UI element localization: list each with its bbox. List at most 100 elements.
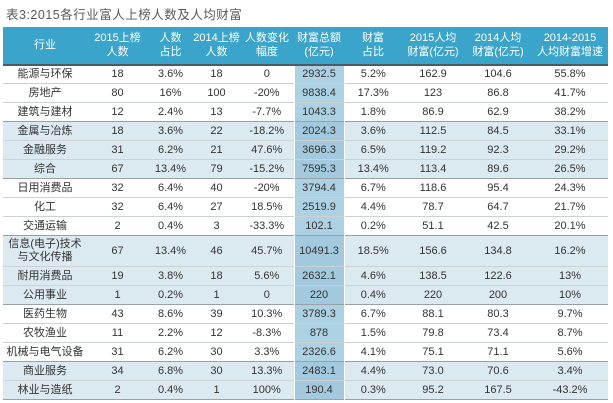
value-cell: 123 bbox=[423, 86, 443, 99]
value-cell: 71.1 bbox=[487, 345, 509, 358]
industry-cell: 交通运输 bbox=[23, 219, 67, 232]
value-cell: 92.3 bbox=[464, 140, 532, 160]
value-cell: 13.4% bbox=[344, 159, 402, 179]
value-cell: 2519.9 bbox=[293, 197, 345, 217]
value-cell: 119.2 bbox=[402, 140, 464, 160]
value-cell: 84.5 bbox=[464, 121, 532, 141]
value-cell: 64.7 bbox=[487, 200, 509, 213]
value-cell: 2024.3 bbox=[293, 121, 345, 141]
industry-cell: 日用消费品 bbox=[17, 181, 73, 194]
value-cell: 13.4% bbox=[148, 159, 193, 179]
value-cell: 62.9 bbox=[487, 105, 509, 118]
value-cell: 0.4% bbox=[148, 380, 193, 400]
value-cell: 67 bbox=[87, 159, 148, 179]
value-cell: 47.6% bbox=[240, 140, 294, 160]
table-row: 医药生物 43 8.6% 39 10.3% 3789.3 6.7% 88.1 80.3 9.7% bbox=[3, 304, 608, 324]
value-cell: 3.6% bbox=[148, 121, 193, 141]
value-cell: 30 bbox=[193, 361, 240, 381]
table-row: 机械与电气设备 31 6.2% 30 3.3% 2326.6 4.1% 75.1 71.1 5.6… bbox=[3, 342, 608, 362]
value-cell: 19 bbox=[87, 266, 148, 286]
value-cell: 31 bbox=[87, 140, 148, 160]
value-cell: 6.4% bbox=[157, 200, 184, 213]
value-cell: 80 bbox=[111, 86, 124, 99]
column-header: 2015上榜 人数 bbox=[87, 27, 148, 65]
value-cell: 2632.1 bbox=[293, 266, 345, 286]
value-cell: 4.4% bbox=[344, 361, 402, 381]
value-cell: 16.2% bbox=[532, 235, 608, 267]
value-cell: 32 bbox=[111, 200, 124, 213]
value-cell: 21 bbox=[193, 140, 240, 160]
value-cell: 162.9 bbox=[419, 67, 447, 80]
value-cell: 2.4% bbox=[157, 105, 184, 118]
value-cell: 18.5% bbox=[251, 200, 283, 213]
table-row: 金属与冶炼 18 3.6% 22 -18.2% 2024.3 3.6% 112.5 84.5 33… bbox=[3, 121, 608, 141]
value-cell: 18 bbox=[210, 67, 223, 80]
value-cell: 21.7% bbox=[554, 200, 586, 213]
value-cell: 10% bbox=[532, 285, 608, 305]
table-body: 能源与环保 18 3.6% 18 0 2932.5 5.2% 162.9 104.6 55.8% 房… bbox=[3, 64, 608, 400]
value-cell: 10.3% bbox=[251, 307, 283, 320]
table-row: 林业与造纸 2 0.4% 1 100% 190.4 0.3% 95.2 167.5 -43.2% bbox=[3, 380, 608, 400]
value-cell: 3789.3 bbox=[293, 304, 345, 324]
value-cell: 118.6 bbox=[419, 181, 447, 194]
column-header: 财富 占比 bbox=[344, 27, 402, 65]
table-row: 房地产 80 16% 100 -20% 9838.4 17.3% 123 86.8 41.7% bbox=[3, 83, 608, 103]
value-cell: 18 bbox=[193, 266, 240, 286]
column-header: 2015人均 财富(亿元) bbox=[402, 27, 464, 65]
table-row: 信息(电子)技术与文化传播 67 13.4% 46 45.7% 10491.3 18.5% 1… bbox=[3, 235, 608, 267]
value-cell: 1 bbox=[193, 380, 240, 400]
value-cell: 3.6% bbox=[344, 121, 402, 141]
value-cell: 9.7% bbox=[557, 307, 583, 320]
value-cell: 0.3% bbox=[344, 380, 402, 400]
value-cell: 220 bbox=[293, 285, 345, 305]
value-cell: 13 bbox=[210, 105, 223, 118]
value-cell: 33.1% bbox=[532, 121, 608, 141]
industry-cell: 公用事业 bbox=[3, 285, 87, 305]
value-cell: 4.6% bbox=[344, 266, 402, 286]
value-cell: 13.4% bbox=[148, 235, 193, 267]
value-cell: 190.4 bbox=[293, 380, 345, 400]
value-cell: 3.6% bbox=[157, 67, 184, 80]
industry-cell: 机械与电气设备 bbox=[6, 345, 84, 358]
value-cell: 6.2% bbox=[148, 140, 193, 160]
value-cell: 3.8% bbox=[148, 266, 193, 286]
industry-cell: 信息(电子)技术与文化传播 bbox=[3, 235, 87, 267]
value-cell: 75.1 bbox=[422, 345, 444, 358]
value-cell: 0 bbox=[263, 67, 270, 80]
industry-cell: 林业与造纸 bbox=[3, 380, 87, 400]
value-cell: 9838.4 bbox=[293, 83, 345, 103]
industry-cell: 综合 bbox=[3, 159, 87, 179]
value-cell: 70.6 bbox=[464, 361, 532, 381]
value-cell: 3.3% bbox=[254, 345, 280, 358]
value-cell: 73.0 bbox=[402, 361, 464, 381]
value-cell: 73.4 bbox=[487, 326, 509, 339]
value-cell: 26.5% bbox=[532, 159, 608, 179]
value-cell: 8.6% bbox=[157, 307, 184, 320]
value-cell: 1 bbox=[87, 285, 148, 305]
table-row: 商业服务 34 6.8% 30 13.3% 2483.1 4.4% 73.0 70.6 3.4% bbox=[3, 361, 608, 381]
header-row: 行业 2015上榜 人数 人数 占比 2014上榜 人数 人数变化 幅度 财富总额 (亿元) 财富 占比… bbox=[3, 27, 608, 65]
value-cell: 0.2% bbox=[360, 219, 386, 232]
value-cell: 134.8 bbox=[464, 235, 532, 267]
value-cell: 34 bbox=[87, 361, 148, 381]
value-cell: 79.8 bbox=[422, 326, 444, 339]
value-cell: 11 bbox=[111, 326, 124, 339]
table-row: 农牧渔业 11 2.2% 12 -8.3% 878 1.5% 79.8 73.4 8.7% bbox=[3, 323, 608, 343]
value-cell: 80.3 bbox=[487, 307, 509, 320]
value-cell: 6.4% bbox=[157, 181, 184, 194]
value-cell: 18 bbox=[111, 67, 124, 80]
value-cell: 40 bbox=[210, 181, 223, 194]
column-header: 财富总额 (亿元) bbox=[294, 27, 344, 65]
value-cell: 3696.3 bbox=[293, 140, 345, 160]
table-row: 化工 32 6.4% 27 18.5% 2519.9 4.4% 78.7 64.7 21.7% bbox=[3, 197, 608, 217]
value-cell: 1.5% bbox=[360, 326, 386, 339]
column-header: 2014-2015 人均财富增速 bbox=[532, 27, 608, 65]
value-cell: 45.7% bbox=[240, 235, 294, 267]
industry-cell: 金属与冶炼 bbox=[3, 121, 87, 141]
value-cell: 0.2% bbox=[148, 285, 193, 305]
value-cell: 138.5 bbox=[402, 266, 464, 286]
value-cell: 7595.3 bbox=[293, 159, 345, 179]
value-cell: 1 bbox=[193, 285, 240, 305]
value-cell: -8.3% bbox=[252, 326, 282, 339]
value-cell: 0 bbox=[240, 285, 294, 305]
